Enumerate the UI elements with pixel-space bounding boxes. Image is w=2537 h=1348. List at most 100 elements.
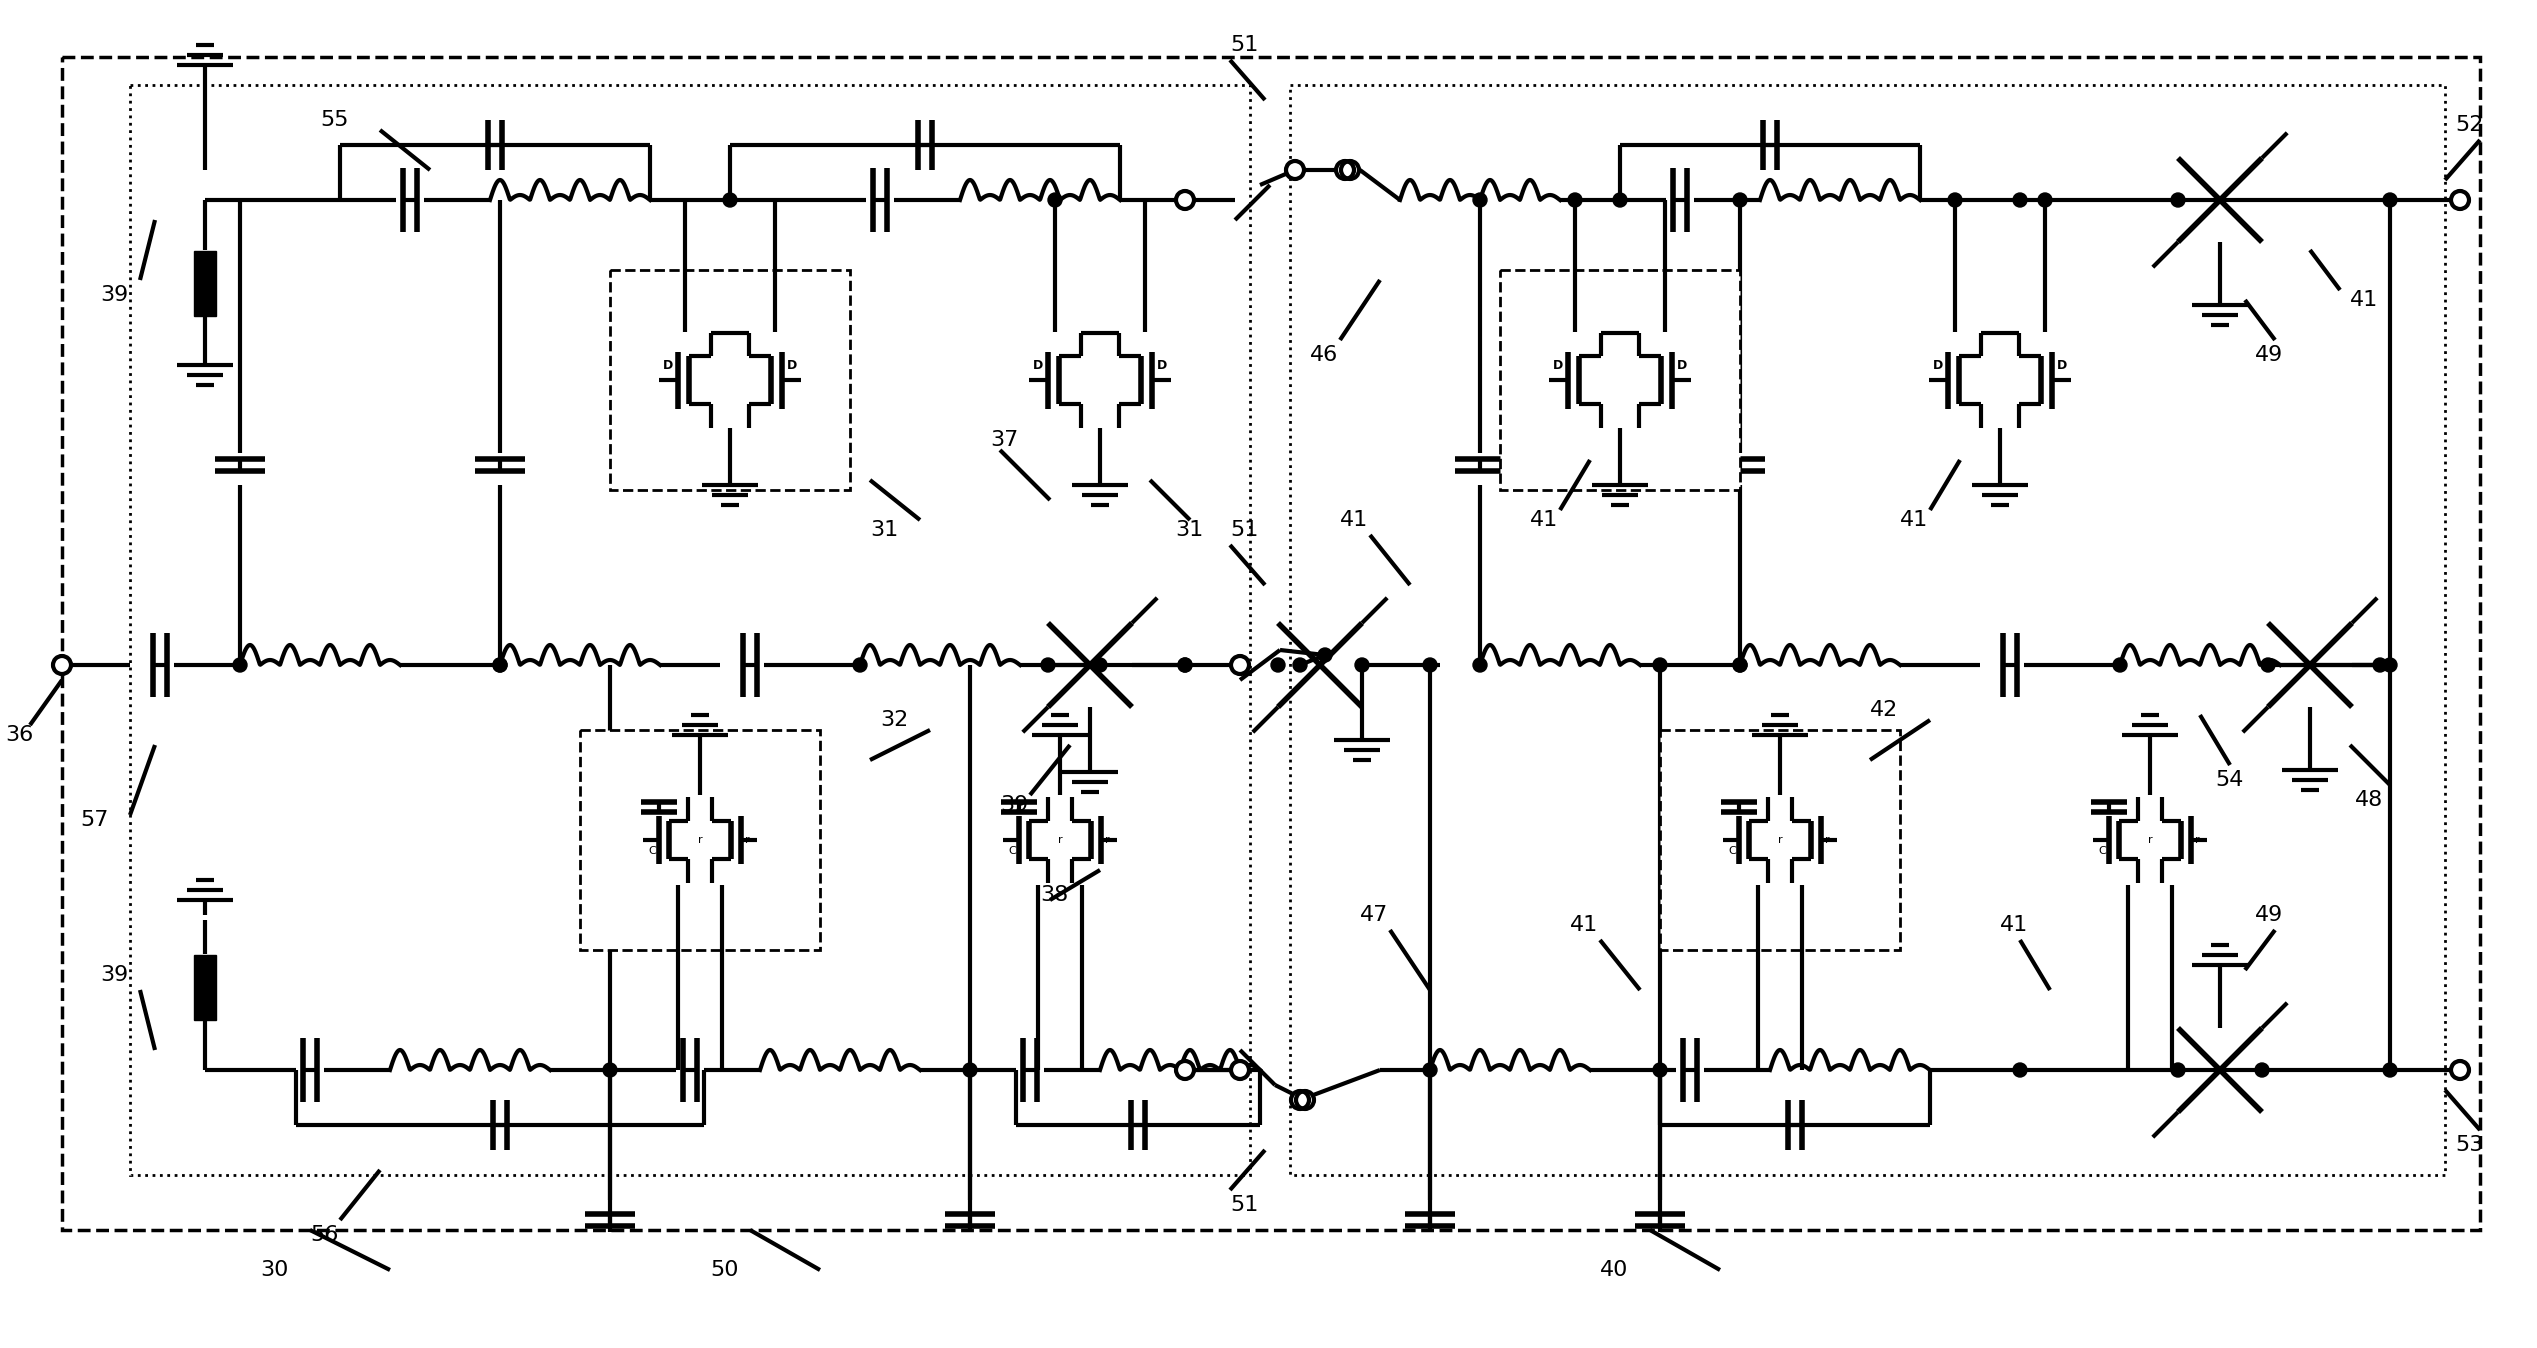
Text: 49: 49 <box>2255 905 2283 925</box>
Text: 51: 51 <box>1230 35 1258 55</box>
Text: r: r <box>1106 834 1109 845</box>
Circle shape <box>1177 658 1192 673</box>
Bar <box>61 57 2481 1229</box>
Text: 49: 49 <box>2255 345 2283 365</box>
Circle shape <box>964 1064 977 1077</box>
Circle shape <box>1654 658 1667 673</box>
Circle shape <box>2451 1061 2469 1078</box>
Circle shape <box>492 658 507 673</box>
Bar <box>1499 270 1740 491</box>
Circle shape <box>2172 193 2184 208</box>
Text: 53: 53 <box>2456 1135 2484 1155</box>
Text: 55: 55 <box>320 111 348 129</box>
Bar <box>193 954 216 1020</box>
Text: 30: 30 <box>259 1260 289 1281</box>
Circle shape <box>1294 658 1307 673</box>
Text: r: r <box>746 834 751 845</box>
Circle shape <box>1733 658 1748 673</box>
Text: D: D <box>1553 360 1563 372</box>
Circle shape <box>2382 1064 2397 1077</box>
Circle shape <box>1230 1061 1248 1078</box>
Text: 56: 56 <box>310 1225 337 1246</box>
Text: r: r <box>1778 834 1784 845</box>
Text: 51: 51 <box>1230 1194 1258 1215</box>
Text: D: D <box>1157 360 1167 372</box>
Circle shape <box>1423 658 1436 673</box>
Text: C: C <box>2098 847 2106 856</box>
Circle shape <box>1948 193 1961 208</box>
Circle shape <box>2255 1064 2268 1077</box>
Text: r: r <box>2149 834 2151 845</box>
Circle shape <box>1568 193 1583 208</box>
Text: 54: 54 <box>2215 770 2243 790</box>
Circle shape <box>1342 160 1360 179</box>
Circle shape <box>1048 193 1063 208</box>
Text: 48: 48 <box>2354 790 2382 810</box>
Text: D: D <box>662 360 672 372</box>
Text: 40: 40 <box>1601 1260 1629 1281</box>
Text: C: C <box>1728 847 1735 856</box>
Circle shape <box>233 658 246 673</box>
Circle shape <box>1230 656 1248 674</box>
Text: C: C <box>649 847 657 856</box>
Text: D: D <box>1933 360 1943 372</box>
Bar <box>581 731 819 950</box>
Text: C: C <box>1010 847 1017 856</box>
Circle shape <box>2012 193 2027 208</box>
Bar <box>609 270 850 491</box>
Text: 39: 39 <box>99 284 129 305</box>
Text: 51: 51 <box>1230 520 1258 541</box>
Text: D: D <box>1033 360 1043 372</box>
Circle shape <box>1271 658 1286 673</box>
Circle shape <box>1040 658 1055 673</box>
Circle shape <box>1177 658 1192 673</box>
Text: 41: 41 <box>1530 510 1558 530</box>
Text: 57: 57 <box>81 810 109 830</box>
Circle shape <box>1733 658 1748 673</box>
Circle shape <box>2260 658 2276 673</box>
Text: 39: 39 <box>99 965 129 985</box>
Text: 46: 46 <box>1309 345 1337 365</box>
Text: 39: 39 <box>1000 795 1027 816</box>
Circle shape <box>2172 1064 2184 1077</box>
Circle shape <box>723 193 738 208</box>
Circle shape <box>852 658 868 673</box>
Circle shape <box>2382 658 2397 673</box>
Circle shape <box>1177 1061 1195 1078</box>
Text: r: r <box>1824 834 1829 845</box>
Circle shape <box>1733 193 1748 208</box>
Circle shape <box>2012 1064 2027 1077</box>
Circle shape <box>1093 658 1106 673</box>
Text: 41: 41 <box>1999 915 2027 936</box>
Text: D: D <box>1677 360 1687 372</box>
Bar <box>1289 85 2446 1175</box>
Circle shape <box>1291 1091 1309 1109</box>
Text: r: r <box>1058 834 1063 845</box>
Text: r: r <box>2195 834 2200 845</box>
Circle shape <box>2037 193 2052 208</box>
Circle shape <box>1296 1091 1314 1109</box>
Bar <box>129 85 1251 1175</box>
Bar <box>193 251 216 315</box>
Bar <box>1659 731 1900 950</box>
Text: 52: 52 <box>2456 115 2484 135</box>
Circle shape <box>1319 648 1332 662</box>
Circle shape <box>2451 191 2469 209</box>
Circle shape <box>1474 193 1487 208</box>
Text: 41: 41 <box>1340 510 1367 530</box>
Text: 41: 41 <box>1570 915 1598 936</box>
Circle shape <box>1355 658 1370 673</box>
Text: 37: 37 <box>989 430 1017 450</box>
Circle shape <box>1614 193 1626 208</box>
Text: 36: 36 <box>5 725 33 745</box>
Text: 31: 31 <box>1175 520 1203 541</box>
Circle shape <box>1474 658 1487 673</box>
Text: 41: 41 <box>1900 510 1928 530</box>
Circle shape <box>1337 160 1355 179</box>
Text: 38: 38 <box>1040 886 1068 905</box>
Text: r: r <box>698 834 703 845</box>
Text: D: D <box>2058 360 2068 372</box>
Text: 50: 50 <box>710 1260 738 1281</box>
Text: 41: 41 <box>2349 290 2377 310</box>
Text: 32: 32 <box>880 710 908 731</box>
